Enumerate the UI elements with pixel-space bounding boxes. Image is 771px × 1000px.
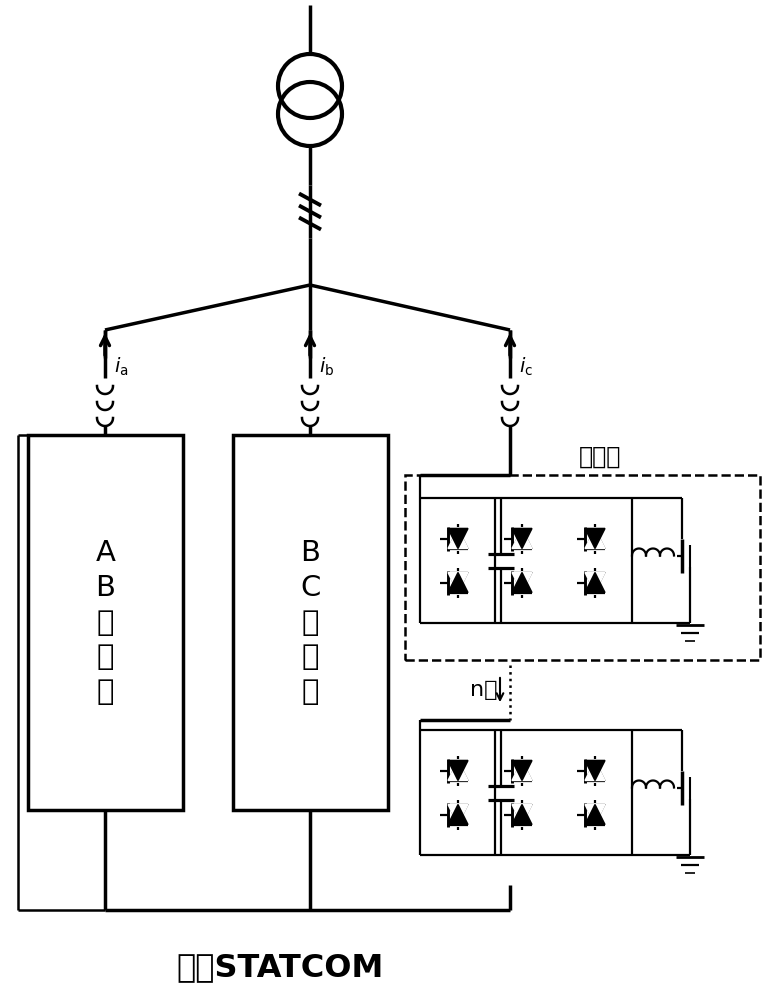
Text: 储能STATCOM: 储能STATCOM (177, 952, 384, 984)
Text: B
C
相
链
节: B C 相 链 节 (301, 539, 321, 706)
Polygon shape (512, 572, 532, 592)
Polygon shape (585, 804, 605, 824)
Bar (28, 435, 183, 810)
Polygon shape (585, 528, 605, 548)
Polygon shape (448, 528, 468, 548)
Text: A
B
相
链
节: A B 相 链 节 (96, 539, 116, 706)
Polygon shape (448, 528, 468, 548)
Text: $i_{\rm a}$: $i_{\rm a}$ (114, 356, 129, 378)
Polygon shape (512, 572, 532, 592)
Polygon shape (448, 572, 468, 592)
Polygon shape (512, 760, 532, 780)
Polygon shape (585, 760, 605, 780)
Polygon shape (512, 804, 532, 824)
Polygon shape (512, 804, 532, 824)
Text: 子模块: 子模块 (579, 445, 621, 469)
Polygon shape (585, 804, 605, 824)
Text: $i_{\rm b}$: $i_{\rm b}$ (319, 356, 335, 378)
Polygon shape (448, 572, 468, 592)
Text: $i_{\rm c}$: $i_{\rm c}$ (519, 356, 533, 378)
Bar (405, 475, 760, 660)
Polygon shape (448, 804, 468, 824)
Polygon shape (512, 528, 532, 548)
Bar (233, 435, 388, 810)
Polygon shape (585, 572, 605, 592)
Polygon shape (585, 572, 605, 592)
Polygon shape (448, 804, 468, 824)
Polygon shape (448, 760, 468, 780)
Polygon shape (512, 760, 532, 780)
Polygon shape (512, 528, 532, 548)
Polygon shape (585, 528, 605, 548)
Polygon shape (448, 760, 468, 780)
Polygon shape (585, 760, 605, 780)
Text: n个: n个 (470, 680, 497, 700)
